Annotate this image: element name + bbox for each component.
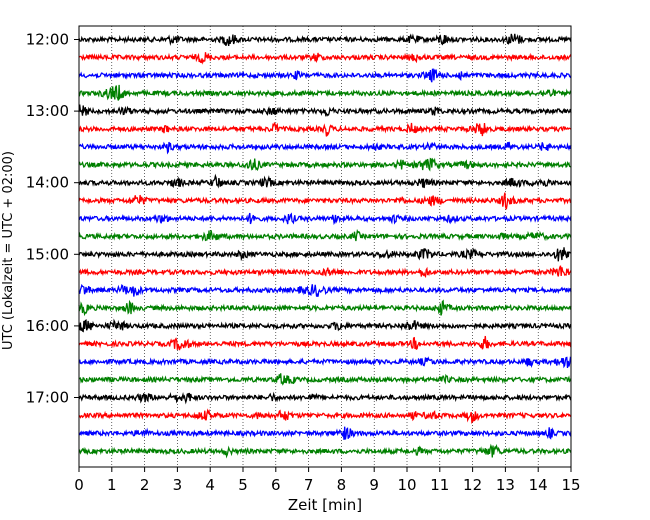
y-axis: 12:00 13:00 14:00 15:00 16:00 17:00 (26, 31, 79, 407)
trace-1515 (78, 265, 572, 278)
x-tick-label: 13 (496, 476, 515, 494)
trace-1300 (78, 104, 572, 117)
x-tick-label: 15 (561, 476, 580, 494)
y-tick-label: 15:00 (26, 245, 69, 263)
trace-1215 (78, 52, 572, 65)
x-axis: 0 1 2 3 4 5 6 7 8 9 10 11 12 13 14 15 (74, 467, 581, 494)
trace-1400 (78, 173, 572, 189)
trace-1615 (78, 335, 572, 351)
x-tick-label: 4 (205, 476, 215, 494)
y-tick-label: 16:00 (26, 317, 69, 335)
trace-1200 (78, 33, 572, 47)
x-tick-label: 12 (463, 476, 482, 494)
x-tick-label: 6 (271, 476, 281, 494)
trace-1715 (78, 408, 572, 424)
trace-1730 (78, 426, 572, 440)
x-tick-label: 9 (369, 476, 379, 494)
y-axis-label: UTC (Lokalzeit = UTC + 02:00) (1, 151, 16, 350)
trace-1645 (78, 373, 572, 386)
trace-1445 (78, 228, 572, 242)
trace-1545 (78, 299, 572, 317)
x-tick-label: 14 (529, 476, 548, 494)
trace-1500 (78, 247, 572, 262)
trace-1745 (78, 443, 572, 459)
x-tick-label: 5 (238, 476, 248, 494)
x-tick-label: 0 (74, 476, 84, 494)
y-tick-label: 12:00 (26, 31, 69, 49)
trace-1630 (78, 356, 572, 369)
x-tick-label: 1 (107, 476, 117, 494)
x-tick-label: 10 (397, 476, 416, 494)
x-axis-label: Zeit [min] (288, 496, 362, 514)
x-tick-label: 7 (304, 476, 314, 494)
trace-group (78, 33, 572, 459)
trace-1430 (78, 212, 572, 226)
trace-1245 (78, 84, 571, 101)
plot-frame (78, 25, 572, 468)
x-tick-label: 11 (430, 476, 449, 494)
y-tick-label: 14:00 (26, 174, 69, 192)
trace-1315 (78, 121, 572, 137)
trace-1230 (78, 68, 572, 83)
trace-1600 (78, 318, 572, 333)
x-tick-label: 8 (337, 476, 347, 494)
trace-1415 (78, 192, 572, 210)
x-tick-label: 3 (173, 476, 183, 494)
y-tick-label: 13:00 (26, 102, 69, 120)
trace-1330 (78, 141, 572, 155)
y-tick-label: 17:00 (26, 389, 69, 407)
trace-1345 (78, 157, 572, 172)
x-tick-label: 2 (140, 476, 150, 494)
trace-1700 (78, 391, 572, 405)
trace-1530 (78, 283, 572, 297)
